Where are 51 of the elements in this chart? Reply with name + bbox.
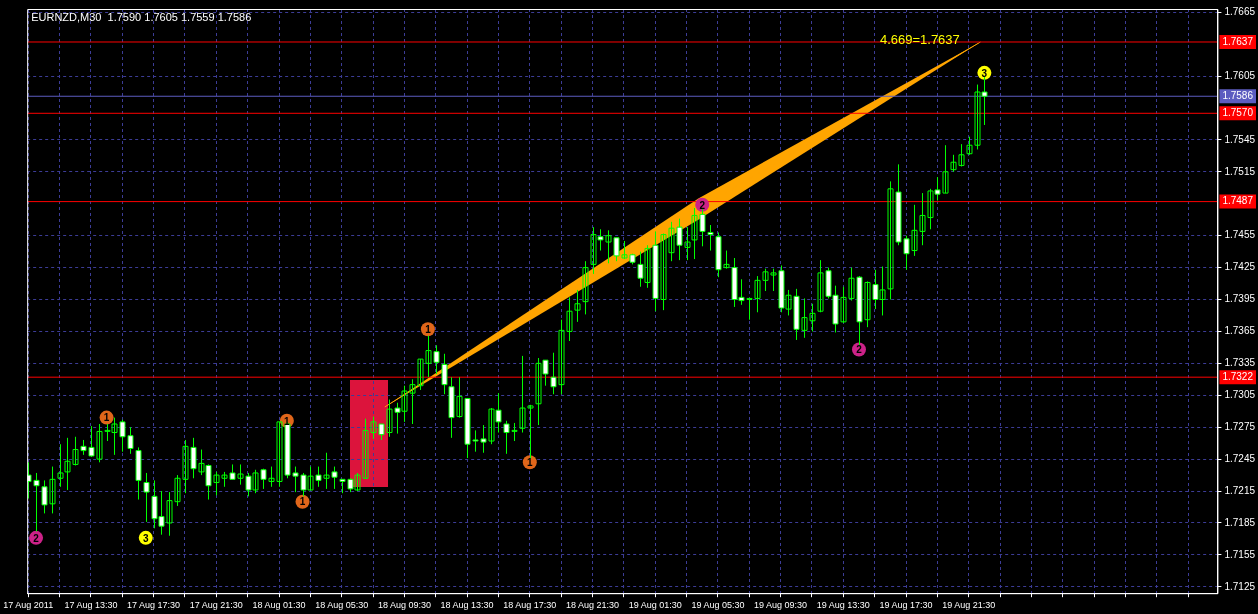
x-tick-label: 18 Aug 13:30: [440, 600, 494, 611]
y-tick-label: 1.7215: [1224, 484, 1256, 496]
y-tick-label: 1.7605: [1224, 69, 1256, 81]
candlestick: [574, 289, 581, 323]
x-tick-label: 19 Aug 05:30: [691, 600, 745, 611]
y-tick-label: 1.7155: [1224, 548, 1256, 560]
text: 2: [699, 199, 706, 211]
y-tick-label: 1.7125: [1224, 580, 1256, 592]
text: 1: [425, 324, 431, 336]
y-tick-label: 1.7305: [1224, 389, 1256, 401]
text: 1: [527, 457, 533, 469]
candlestick: [582, 260, 589, 315]
x-tick-label: 18 Aug 01:30: [252, 600, 306, 611]
y-tick-label: 1.7545: [1224, 133, 1256, 145]
series-label: 1: [103, 412, 110, 424]
y-tick-label: 1.7425: [1224, 261, 1256, 273]
ref-line-label: 1.7637: [1222, 35, 1254, 47]
x-tick-label: 17 Aug 2011: [3, 600, 54, 611]
y-tick-label: 1.7275: [1224, 420, 1256, 432]
y-tick-label: 1.7365: [1224, 325, 1256, 337]
series-label: 3: [981, 67, 988, 79]
ref-line-label: 1.7322: [1222, 370, 1254, 382]
x-tick-label: 19 Aug 01:30: [628, 600, 682, 611]
text: 3: [142, 532, 149, 544]
text: 2: [856, 344, 862, 356]
x-tick-label: 18 Aug 21:30: [565, 600, 620, 611]
x-tick-label: 18 Aug 05:30: [315, 600, 369, 611]
x-tick-label: 18 Aug 09:30: [377, 600, 431, 611]
x-tick-label: 18 Aug 17:30: [503, 600, 557, 611]
ref-line-label: 1.7570: [1222, 107, 1254, 119]
text: 1: [284, 415, 290, 427]
x-tick-label: 19 Aug 17:30: [879, 600, 933, 611]
y-tick-label: 1.7395: [1224, 293, 1256, 305]
x-tick-label: 17 Aug 13:30: [64, 600, 118, 611]
x-tick-label: 19 Aug 21:30: [942, 600, 996, 611]
y-tick-label: 1.7515: [1224, 165, 1256, 177]
ref-line-label: 1.7586: [1222, 90, 1254, 102]
y-tick-label: 1.7245: [1224, 452, 1256, 464]
text: 1: [299, 496, 306, 508]
series-label: 2: [33, 532, 40, 544]
ref-line-label: 1.7487: [1222, 195, 1254, 207]
annotation: 4.669=1.7637: [879, 32, 960, 48]
x-tick-label: 17 Aug 17:30: [127, 600, 181, 611]
y-tick-label: 1.7665: [1224, 5, 1256, 17]
y-tick-label: 1.7335: [1224, 357, 1256, 369]
y-tick-label: 1.7455: [1224, 229, 1256, 241]
y-tick-label: 1.7185: [1224, 516, 1256, 528]
x-tick-label: 19 Aug 09:30: [754, 600, 808, 611]
x-tick-label: 17 Aug 21:30: [189, 600, 243, 611]
chart-title: EURNZD,M30 1.7590 1.7605 1.7559 1.7586: [31, 10, 252, 23]
x-tick-label: 19 Aug 13:30: [816, 600, 870, 611]
